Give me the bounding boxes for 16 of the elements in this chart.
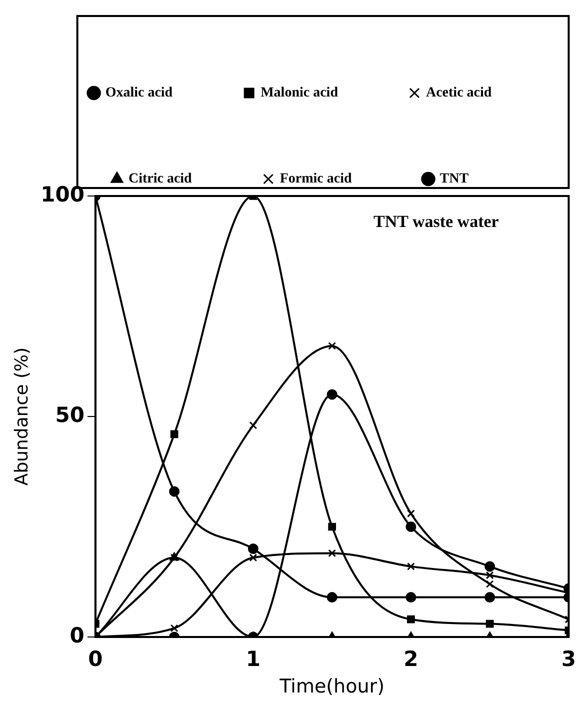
legend-label: Formic acid	[280, 172, 352, 187]
annotation: TNT waste water	[374, 212, 500, 231]
y-tick-label: 0	[70, 623, 84, 648]
legend-label: Oxalic acid	[105, 86, 173, 101]
x-tick-label: 1	[246, 647, 260, 672]
y-axis-title: Abundance (%)	[11, 347, 32, 486]
x-tick-label: 0	[88, 647, 103, 672]
legend-label: TNT	[440, 172, 470, 187]
legend-label: Malonic acid	[260, 86, 338, 101]
x-tick-label: 3	[561, 647, 576, 672]
legend-label: Citric acid	[128, 172, 192, 187]
x-tick-label: 2	[404, 647, 418, 672]
y-tick-label: 50	[55, 402, 84, 427]
x-axis-title: Time(hour)	[278, 676, 384, 698]
legend-label: Acetic acid	[426, 86, 492, 101]
y-tick-label: 100	[40, 182, 84, 206]
